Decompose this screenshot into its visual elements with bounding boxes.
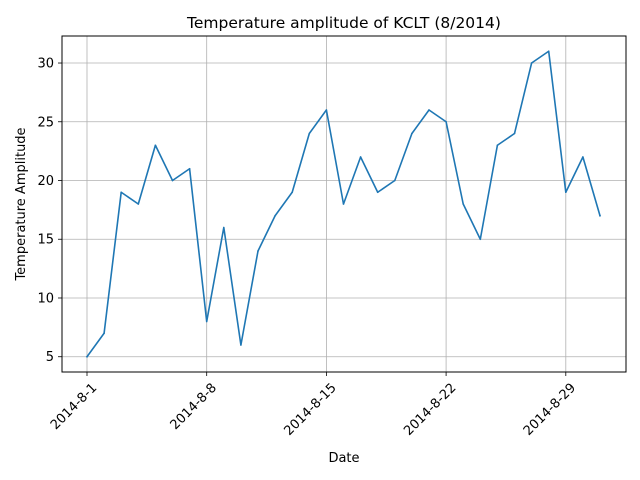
y-tick-label: 25 (37, 115, 54, 130)
y-tick-label: 10 (37, 291, 54, 306)
data-point (171, 179, 174, 182)
data-point (513, 132, 516, 135)
y-axis: 5 10 15 20 25 30 (37, 57, 62, 365)
series-layer (85, 50, 601, 358)
data-point (479, 238, 482, 241)
data-point (394, 179, 396, 182)
y-tick-label: 20 (37, 174, 54, 189)
data-point (599, 214, 601, 217)
data-point (582, 156, 584, 158)
chart-title: Temperature amplitude of KCLT (8/2014) (186, 14, 501, 32)
y-tick-label: 30 (37, 57, 54, 72)
data-point (547, 50, 550, 53)
data-point (565, 191, 567, 194)
data-point (376, 191, 379, 194)
y-axis-label: Temperature Amplitude (14, 127, 29, 281)
data-point (86, 355, 88, 358)
data-point (342, 203, 345, 205)
data-point (154, 144, 157, 147)
data-point (205, 320, 208, 323)
data-point (411, 132, 413, 135)
data-point (120, 191, 122, 194)
data-point (274, 214, 276, 217)
data-point (428, 109, 430, 111)
plot-frame (61, 35, 627, 373)
data-point (308, 132, 311, 135)
data-point (445, 120, 447, 123)
data-point (325, 109, 328, 111)
data-point (137, 203, 140, 205)
data-point (462, 203, 465, 205)
data-point (257, 250, 259, 252)
y-tick-label: 15 (37, 233, 54, 248)
data-point (359, 156, 362, 158)
data-point (240, 344, 242, 346)
data-point (291, 191, 294, 194)
y-tick-label: 5 (46, 350, 54, 365)
data-point (223, 226, 225, 229)
data-point (188, 167, 191, 170)
data-point (530, 62, 533, 64)
data-point (103, 332, 105, 335)
data-point (496, 144, 499, 147)
x-axis-label: Date (328, 451, 359, 466)
